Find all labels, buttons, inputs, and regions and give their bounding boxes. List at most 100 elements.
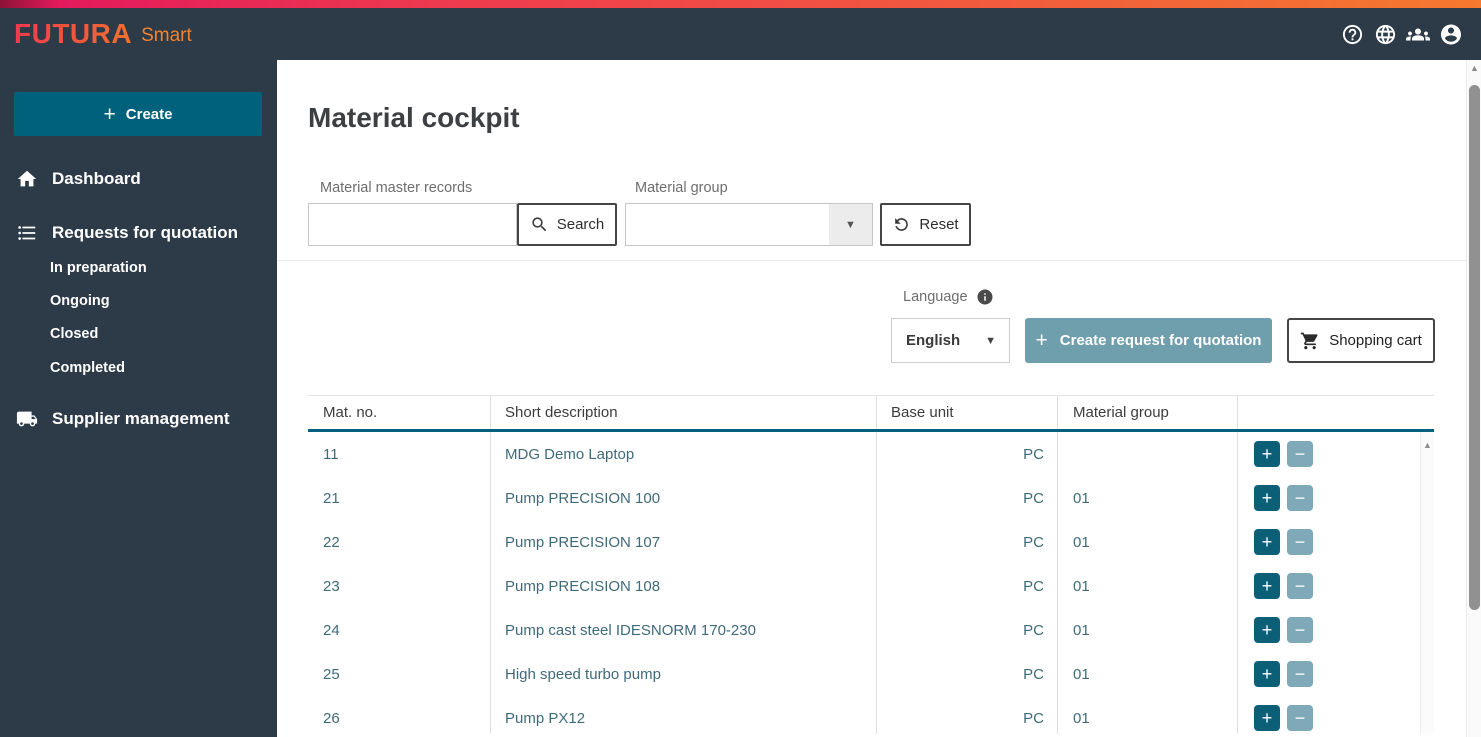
cell-description: High speed turbo pump [490, 652, 876, 696]
cell-actions: + − [1237, 564, 1420, 608]
reset-button-label: Reset [919, 216, 959, 233]
column-header [1237, 396, 1420, 429]
search-button-label: Search [556, 216, 605, 233]
sidebar-subitem-ongoing[interactable]: Ongoing [50, 290, 110, 312]
sidebar-item-dashboard[interactable]: Dashboard [0, 165, 277, 193]
add-to-cart-button[interactable]: + [1254, 485, 1280, 511]
top-accent-strip [0, 0, 1481, 8]
home-icon [17, 170, 37, 187]
section-divider [277, 260, 1466, 261]
users-icon[interactable] [1406, 22, 1430, 46]
material-group-select[interactable]: ▼ [625, 203, 873, 246]
cell-mat-no: 22 [323, 533, 340, 551]
brand-suffix: Smart [141, 25, 192, 46]
language-label-row: Language [903, 288, 994, 306]
cell-description: MDG Demo Laptop [490, 432, 876, 476]
sidebar-item-label: Supplier management [52, 409, 230, 428]
reset-icon [895, 218, 909, 231]
shopping-cart-button[interactable]: Shopping cart [1287, 318, 1435, 363]
info-icon[interactable] [976, 288, 994, 306]
table-scrollbar[interactable]: ▲ [1420, 432, 1434, 734]
column-header: Mat. no. [323, 404, 378, 421]
add-to-cart-button[interactable]: + [1254, 529, 1280, 555]
remove-from-cart-button[interactable]: − [1287, 529, 1313, 555]
sidebar-subitem-completed[interactable]: Completed [50, 357, 125, 379]
remove-from-cart-button[interactable]: − [1287, 441, 1313, 467]
main-content: Material cockpit Material master records… [277, 60, 1466, 737]
cell-base-unit: PC [876, 476, 1057, 520]
add-to-cart-button[interactable]: + [1254, 573, 1280, 599]
create-button[interactable]: + Create [14, 92, 262, 136]
remove-from-cart-button[interactable]: − [1287, 661, 1313, 687]
cell-material-group: 01 [1057, 652, 1237, 696]
material-master-input[interactable] [308, 203, 517, 246]
cell-base-unit: PC [876, 608, 1057, 652]
sidebar-item-label: Requests for quotation [52, 223, 239, 242]
cell-description: Pump cast steel IDESNORM 170-230 [490, 608, 876, 652]
sidebar-subitem-label: Closed [50, 326, 99, 342]
plus-icon: + [1035, 329, 1048, 352]
sidebar-subitem-closed[interactable]: Closed [50, 323, 98, 345]
add-to-cart-button[interactable]: + [1254, 661, 1280, 687]
cell-mat-no: 25 [323, 665, 340, 683]
scroll-up-icon[interactable]: ▲ [1423, 440, 1432, 450]
table-row: 23 Pump PRECISION 108 PC 01 + − [308, 564, 1434, 608]
table-row: 22 Pump PRECISION 107 PC 01 + − [308, 520, 1434, 564]
cell-material-group [1057, 432, 1237, 476]
search-button[interactable]: Search [517, 203, 617, 246]
table-row: 25 High speed turbo pump PC 01 + − [308, 652, 1434, 696]
cell-actions: + − [1237, 696, 1420, 734]
sidebar-item-requests-for-quotation[interactable]: Requests for quotation [0, 219, 277, 247]
language-select[interactable]: English ▼ [891, 318, 1010, 363]
chevron-down-icon[interactable]: ▼ [829, 204, 872, 245]
column-header: Material group [1057, 396, 1237, 429]
scroll-up-icon[interactable]: ▲ [1470, 63, 1479, 73]
create-rfq-button[interactable]: + Create request for quotation [1025, 318, 1272, 363]
page-scrollbar-thumb[interactable] [1469, 85, 1480, 610]
sidebar-subitem-in-preparation[interactable]: In preparation [50, 257, 147, 279]
cell-material-group: 01 [1057, 696, 1237, 734]
table-row: 11 MDG Demo Laptop PC + − [308, 432, 1434, 476]
add-to-cart-button[interactable]: + [1254, 705, 1280, 731]
page-scrollbar[interactable]: ▲ [1466, 60, 1481, 737]
table-row: 21 Pump PRECISION 100 PC 01 + − [308, 476, 1434, 520]
shopping-cart-label: Shopping cart [1329, 332, 1422, 349]
material-master-label: Material master records [320, 180, 473, 196]
cell-material-group: 01 [1057, 520, 1237, 564]
create-button-label: Create [125, 105, 173, 123]
cell-material-group: 01 [1057, 608, 1237, 652]
cell-actions: + − [1237, 652, 1420, 696]
add-to-cart-button[interactable]: + [1254, 617, 1280, 643]
account-icon[interactable] [1439, 22, 1463, 46]
sidebar-item-supplier-management[interactable]: Supplier management [0, 405, 277, 433]
reset-button[interactable]: Reset [880, 203, 971, 246]
remove-from-cart-button[interactable]: − [1287, 485, 1313, 511]
cell-actions: + − [1237, 608, 1420, 652]
help-icon[interactable] [1340, 22, 1364, 46]
plus-icon: + [103, 102, 116, 126]
cell-description: Pump PX12 [490, 696, 876, 734]
remove-from-cart-button[interactable]: − [1287, 617, 1313, 643]
sidebar-item-label: Dashboard [52, 169, 141, 188]
cell-base-unit: PC [876, 696, 1057, 734]
remove-from-cart-button[interactable]: − [1287, 705, 1313, 731]
search-icon [532, 217, 546, 232]
chevron-down-icon: ▼ [985, 334, 996, 347]
truck-icon [16, 411, 38, 427]
cart-icon [1301, 332, 1318, 349]
language-label: Language [903, 289, 968, 305]
cell-base-unit: PC [876, 564, 1057, 608]
add-to-cart-button[interactable]: + [1254, 441, 1280, 467]
language-value: English [906, 332, 961, 349]
table-row: 24 Pump cast steel IDESNORM 170-230 PC 0… [308, 608, 1434, 652]
globe-icon[interactable] [1373, 22, 1397, 46]
column-header: Base unit [876, 396, 1057, 429]
sidebar-subitem-label: Ongoing [50, 293, 110, 309]
cell-description: Pump PRECISION 107 [490, 520, 876, 564]
brand-logo: FUTURA Smart [14, 8, 192, 60]
remove-from-cart-button[interactable]: − [1287, 573, 1313, 599]
cell-description: Pump PRECISION 100 [490, 476, 876, 520]
caret-glyph: ▼ [845, 218, 856, 231]
sidebar-subitem-label: Completed [50, 360, 125, 376]
cell-material-group: 01 [1057, 476, 1237, 520]
